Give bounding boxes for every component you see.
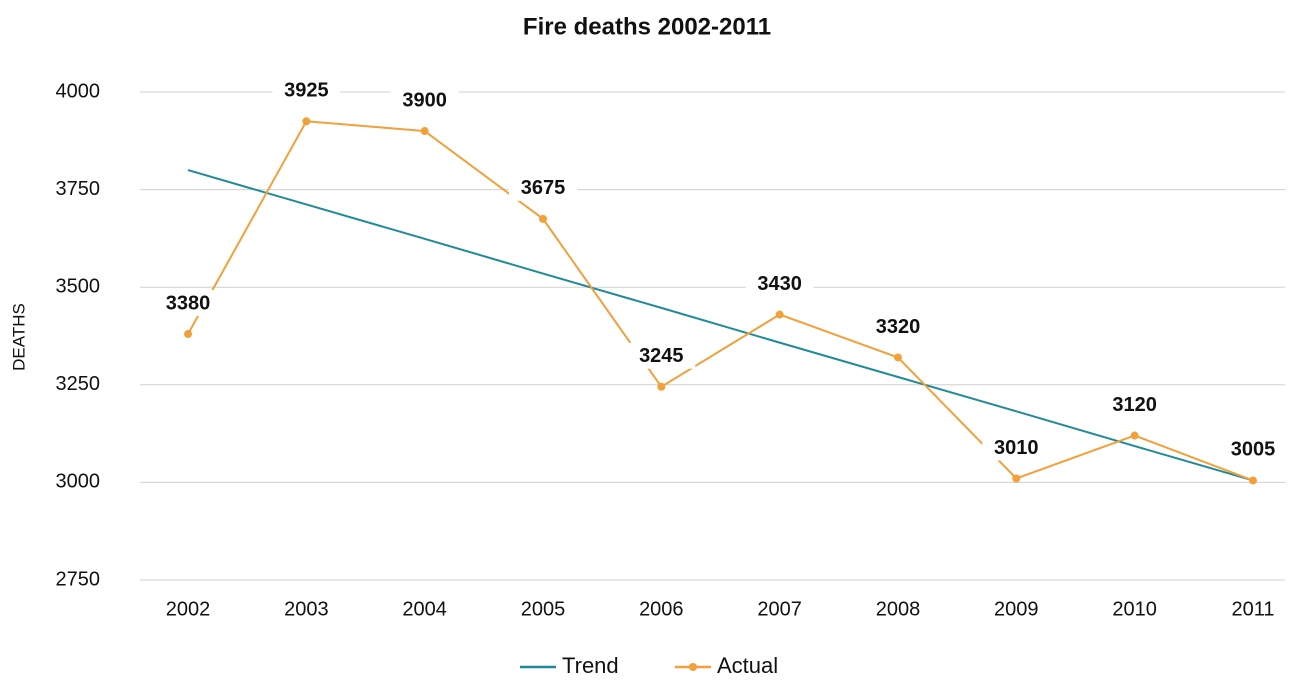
series-line xyxy=(187,169,1254,482)
value-label: 3925 xyxy=(284,80,329,102)
legend-marker xyxy=(689,663,697,671)
value-label: 3005 xyxy=(1231,439,1276,461)
x-tick-label: 2009 xyxy=(994,598,1039,620)
label-bg xyxy=(627,342,696,369)
point xyxy=(1130,431,1139,440)
label-bg xyxy=(272,77,341,104)
chart-title: Fire deaths 2002-2011 xyxy=(523,13,771,40)
x-tick-label: 2003 xyxy=(284,598,329,620)
point xyxy=(538,214,547,223)
x-tick-label: 2011 xyxy=(1231,598,1274,620)
point xyxy=(775,310,784,319)
label-bg xyxy=(745,270,814,297)
x-tick-label: 2004 xyxy=(402,598,447,620)
x-tick-label: 2002 xyxy=(166,598,211,620)
y-tick-label: 3000 xyxy=(56,471,101,493)
point xyxy=(420,127,429,136)
point xyxy=(657,382,666,391)
label-bg xyxy=(390,87,459,114)
label-bg xyxy=(1100,391,1169,418)
value-label: 3900 xyxy=(402,89,447,111)
value-label: 3380 xyxy=(166,292,211,314)
x-tick-label: 2007 xyxy=(757,598,802,620)
point xyxy=(1248,476,1257,485)
y-tick-label: 3500 xyxy=(56,275,101,297)
y-axis-label: DEATHS xyxy=(9,303,28,371)
legend-label: Trend xyxy=(562,653,619,678)
x-tick-label: 2006 xyxy=(639,598,684,620)
value-label: 3675 xyxy=(521,177,566,199)
y-tick-label: 4000 xyxy=(56,80,101,102)
label-bg xyxy=(982,434,1051,461)
x-tick-label: 2005 xyxy=(521,598,566,620)
value-label: 3320 xyxy=(876,316,921,338)
y-tick-label: 2750 xyxy=(56,568,101,590)
value-label: 3010 xyxy=(994,437,1039,459)
y-tick-label: 3250 xyxy=(56,373,101,395)
y-tick-label: 3750 xyxy=(56,178,101,200)
label-bg xyxy=(863,313,932,340)
label-bg xyxy=(1218,436,1287,463)
point xyxy=(1012,474,1021,483)
value-label: 3430 xyxy=(757,273,802,295)
point xyxy=(302,117,311,126)
value-label: 3245 xyxy=(639,345,684,367)
label-bg xyxy=(508,174,577,201)
point xyxy=(893,353,902,362)
legend-label: Actual xyxy=(717,653,778,678)
point xyxy=(184,330,192,339)
value-label: 3120 xyxy=(1112,394,1157,416)
label-bg xyxy=(154,290,222,317)
x-tick-label: 2010 xyxy=(1112,598,1157,620)
series-line xyxy=(187,120,1254,482)
x-tick-label: 2008 xyxy=(876,598,921,620)
